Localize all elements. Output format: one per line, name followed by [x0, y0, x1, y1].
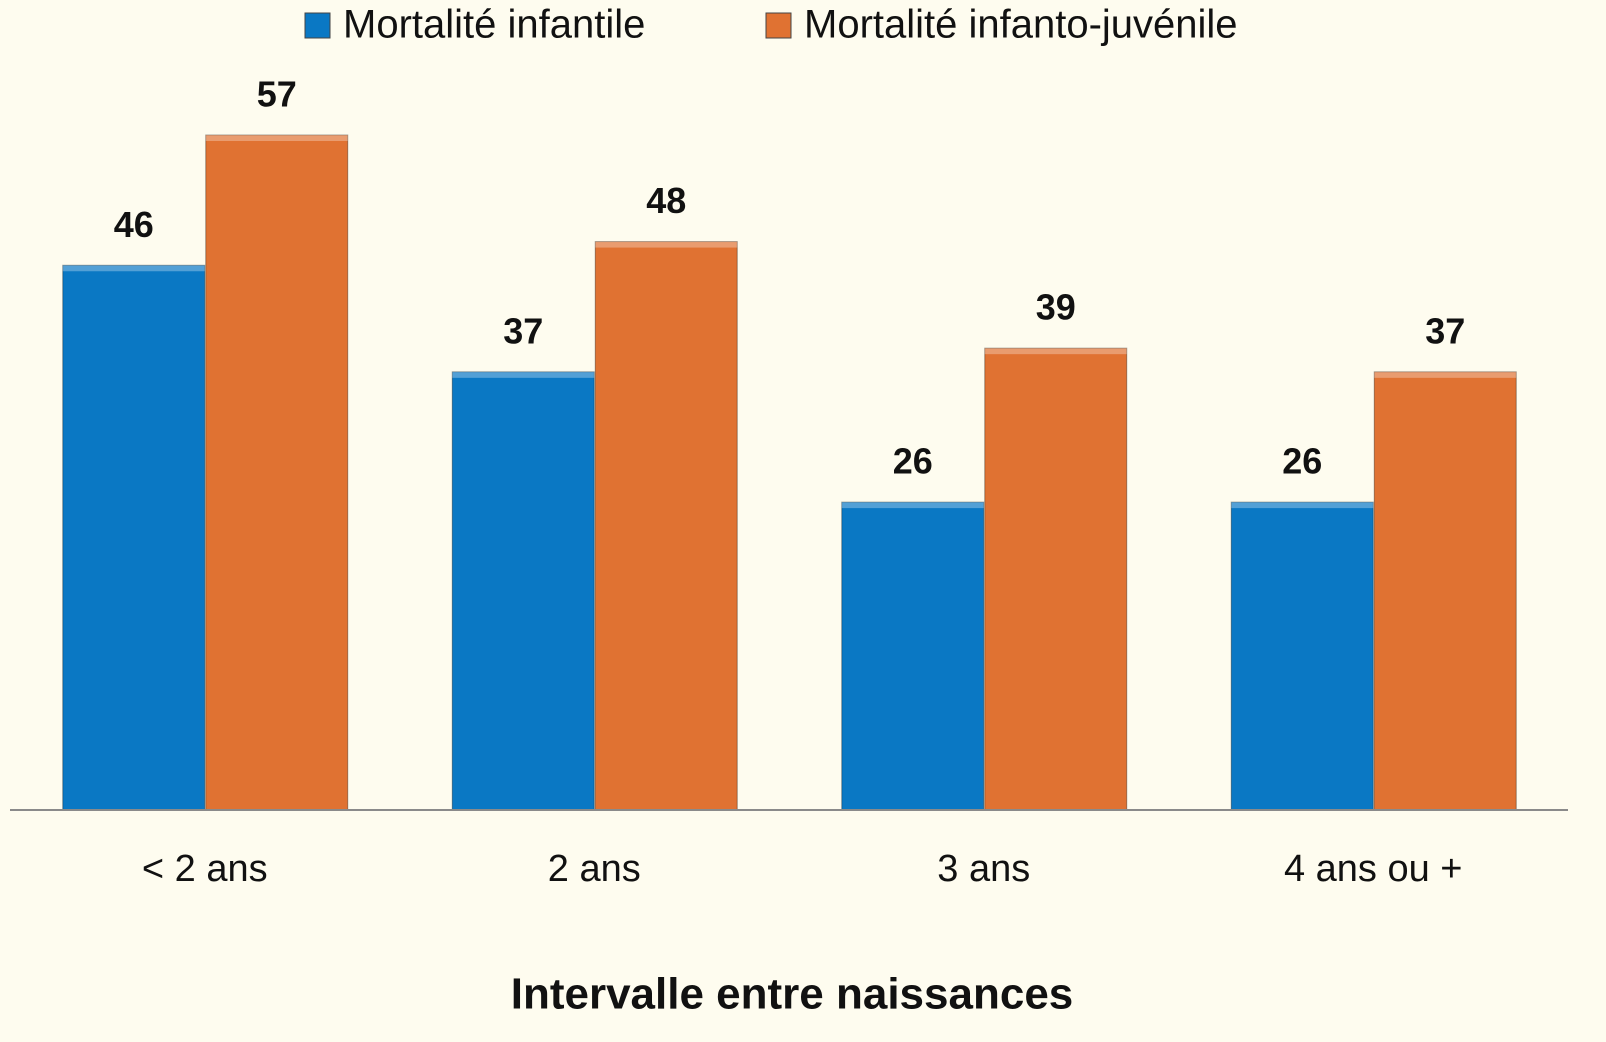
- value-label: 37: [503, 310, 543, 351]
- bar-bevel: [1374, 371, 1517, 378]
- x-tick-label: 4 ans ou +: [1284, 848, 1463, 890]
- bar: [841, 501, 985, 811]
- legend-swatch: [304, 12, 331, 39]
- bar: [1373, 371, 1517, 811]
- bar-bevel: [841, 502, 984, 509]
- bar: [594, 241, 738, 811]
- bar: [1230, 501, 1374, 811]
- bar: [984, 347, 1128, 811]
- x-axis-title: Intervalle entre naissances: [511, 970, 1074, 1019]
- value-label: 46: [114, 204, 154, 245]
- value-label: 26: [1282, 441, 1322, 482]
- x-tick-label: 2 ans: [548, 848, 641, 890]
- bar-bevel: [62, 265, 205, 272]
- bar-bevel: [984, 348, 1127, 355]
- bar: [451, 371, 595, 811]
- value-label: 39: [1036, 287, 1076, 328]
- value-label: 26: [893, 441, 933, 482]
- value-label: 37: [1425, 310, 1465, 351]
- legend-label: Mortalité infantile: [343, 3, 645, 47]
- bar: [62, 264, 206, 811]
- value-label: 48: [646, 180, 686, 221]
- legend-label: Mortalité infanto-juvénile: [804, 3, 1238, 47]
- x-tick-label: < 2 ans: [142, 848, 268, 890]
- x-tick-label: 3 ans: [937, 848, 1030, 890]
- bar-bevel: [1231, 502, 1374, 509]
- bar-bevel: [452, 371, 595, 378]
- bar-bevel: [205, 135, 348, 141]
- legend-swatch: [765, 12, 792, 39]
- bar: [205, 134, 349, 811]
- value-label: 57: [257, 74, 297, 115]
- bar-bevel: [595, 241, 738, 248]
